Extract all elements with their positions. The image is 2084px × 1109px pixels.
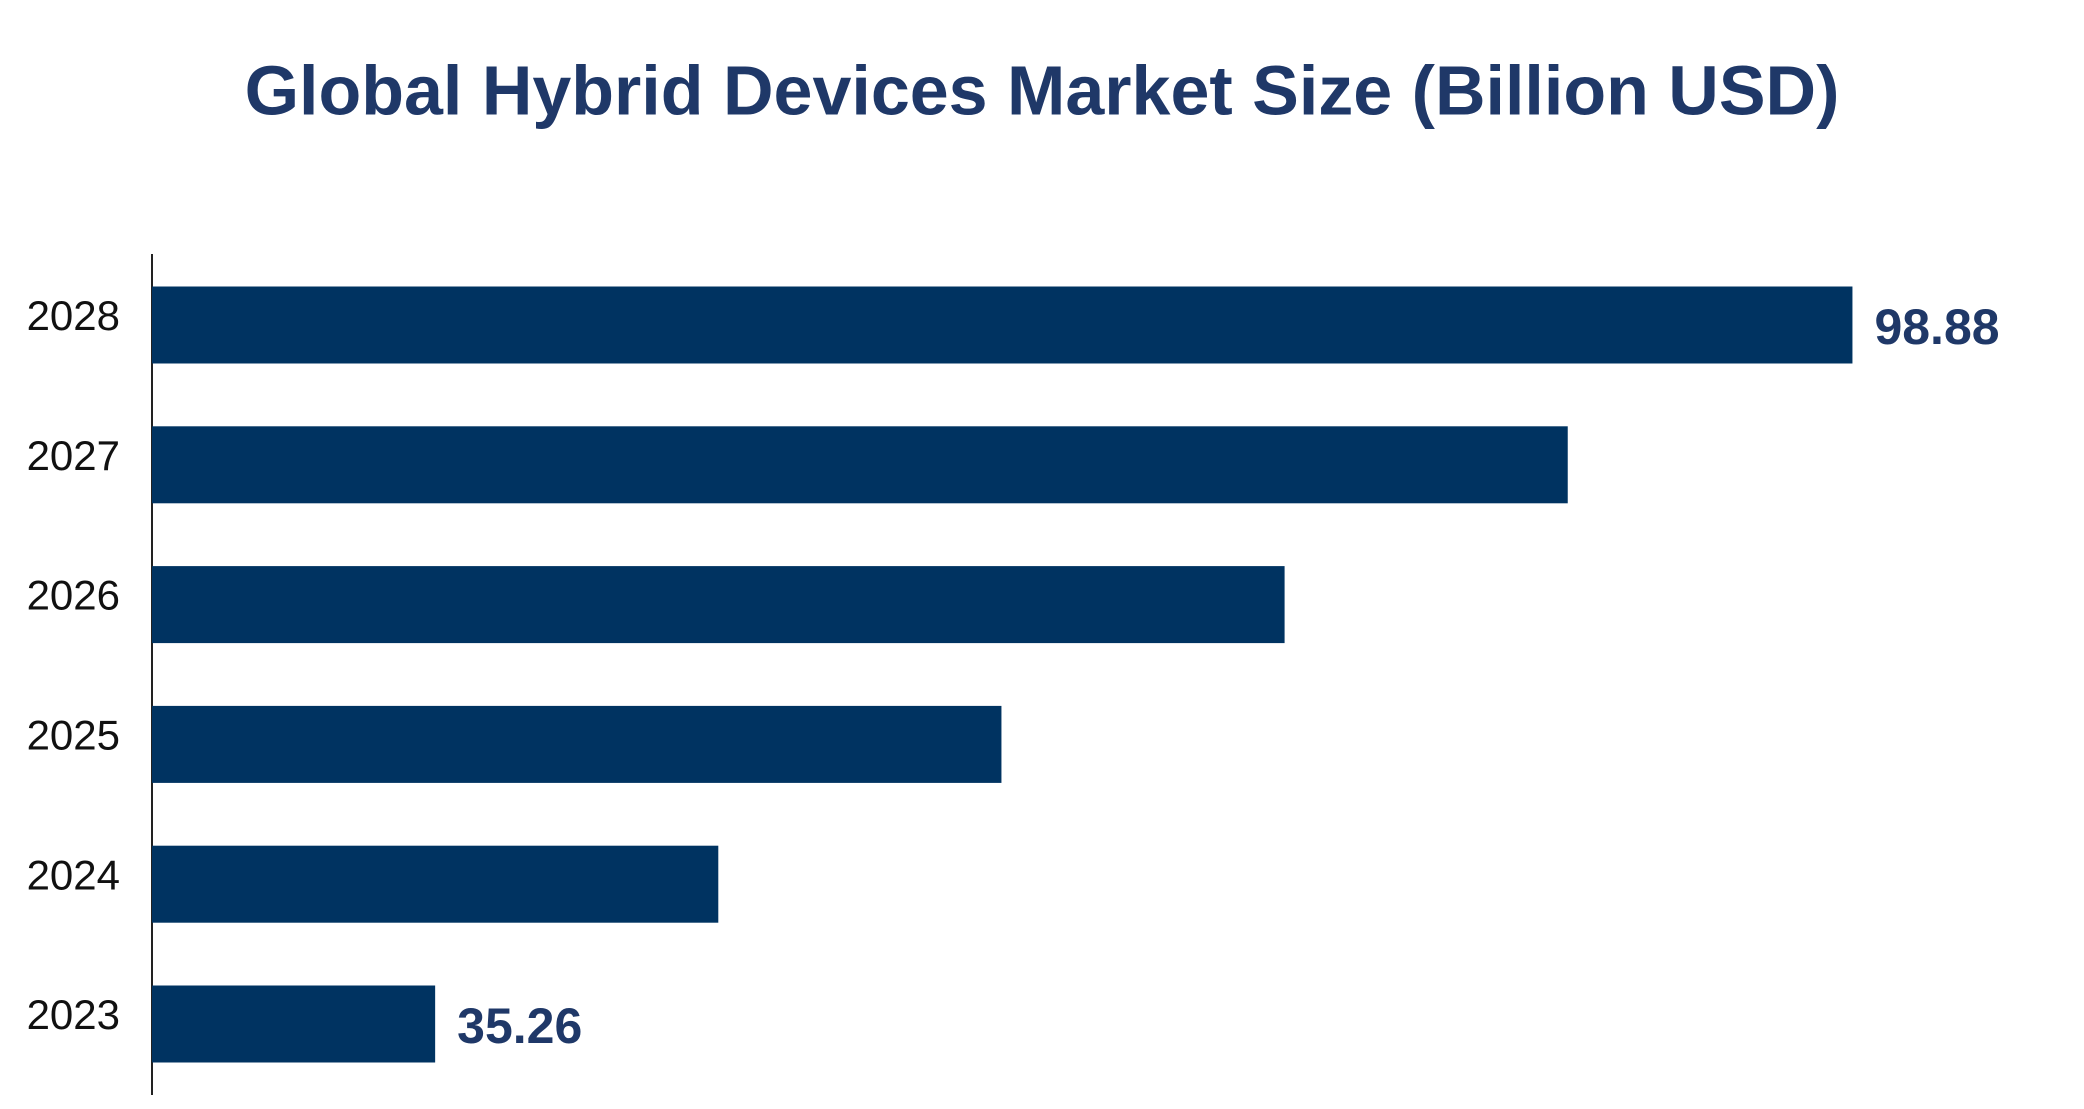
y-tick-label: 2024 [27,851,120,898]
y-tick-label: 2023 [27,991,120,1038]
y-tick-label: 2027 [27,432,120,479]
y-tick-label: 2025 [27,711,120,758]
chart-title: Global Hybrid Devices Market Size (Billi… [245,51,1840,129]
y-tick-label: 2026 [27,572,120,619]
bar [152,705,1002,783]
value-label: 35.26 [457,998,582,1054]
bar [152,566,1285,644]
value-label: 98.88 [1874,299,1999,355]
y-tick-label: 2028 [27,292,120,339]
bar [152,426,1568,504]
bar [152,845,719,923]
bar [152,985,436,1063]
bar [152,286,1853,364]
